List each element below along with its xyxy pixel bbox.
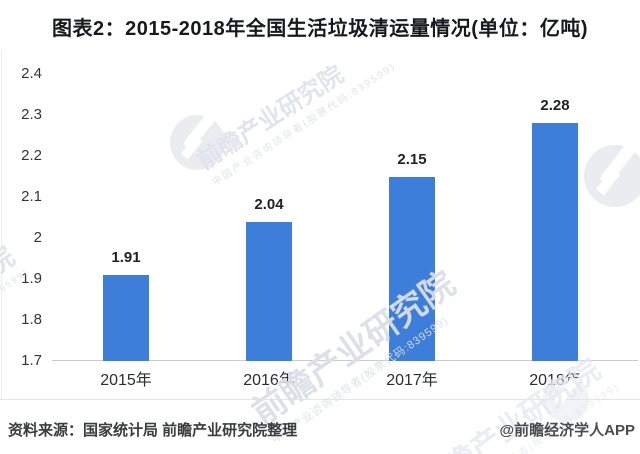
bar-value-label: 1.91 bbox=[111, 248, 141, 266]
bar bbox=[389, 176, 435, 361]
y-axis-tick-label: 2.2 bbox=[21, 147, 42, 164]
x-axis-category-label: 2018年 bbox=[529, 372, 581, 389]
bar bbox=[532, 123, 578, 361]
y-axis-tick-label: 1.7 bbox=[21, 352, 42, 369]
x-axis-category-label: 2016年 bbox=[243, 372, 295, 389]
x-axis-category-label: 2015年 bbox=[100, 372, 152, 389]
bar-value-label: 2.04 bbox=[254, 195, 284, 213]
x-axis-category-label: 2017年 bbox=[386, 372, 438, 389]
y-axis-tick-label: 2.3 bbox=[21, 106, 42, 123]
y-axis-tick-label: 2 bbox=[33, 229, 42, 246]
bar-value-label: 2.15 bbox=[397, 150, 427, 168]
plot-left-border bbox=[1, 50, 2, 399]
y-axis-tick-label: 2.4 bbox=[21, 65, 42, 82]
chart-title: 图表2：2015-2018年全国生活垃圾清运量情况(单位：亿吨) bbox=[51, 18, 589, 40]
y-axis-tick-label: 1.8 bbox=[21, 311, 42, 328]
bar bbox=[103, 274, 149, 361]
x-axis-baseline bbox=[52, 360, 638, 361]
bar-value-label: 2.28 bbox=[540, 97, 570, 115]
y-axis-tick-label: 2.1 bbox=[21, 188, 42, 205]
bar bbox=[246, 221, 292, 361]
plot-bottom-border bbox=[0, 399, 640, 400]
y-axis-tick-label: 1.9 bbox=[21, 270, 42, 287]
